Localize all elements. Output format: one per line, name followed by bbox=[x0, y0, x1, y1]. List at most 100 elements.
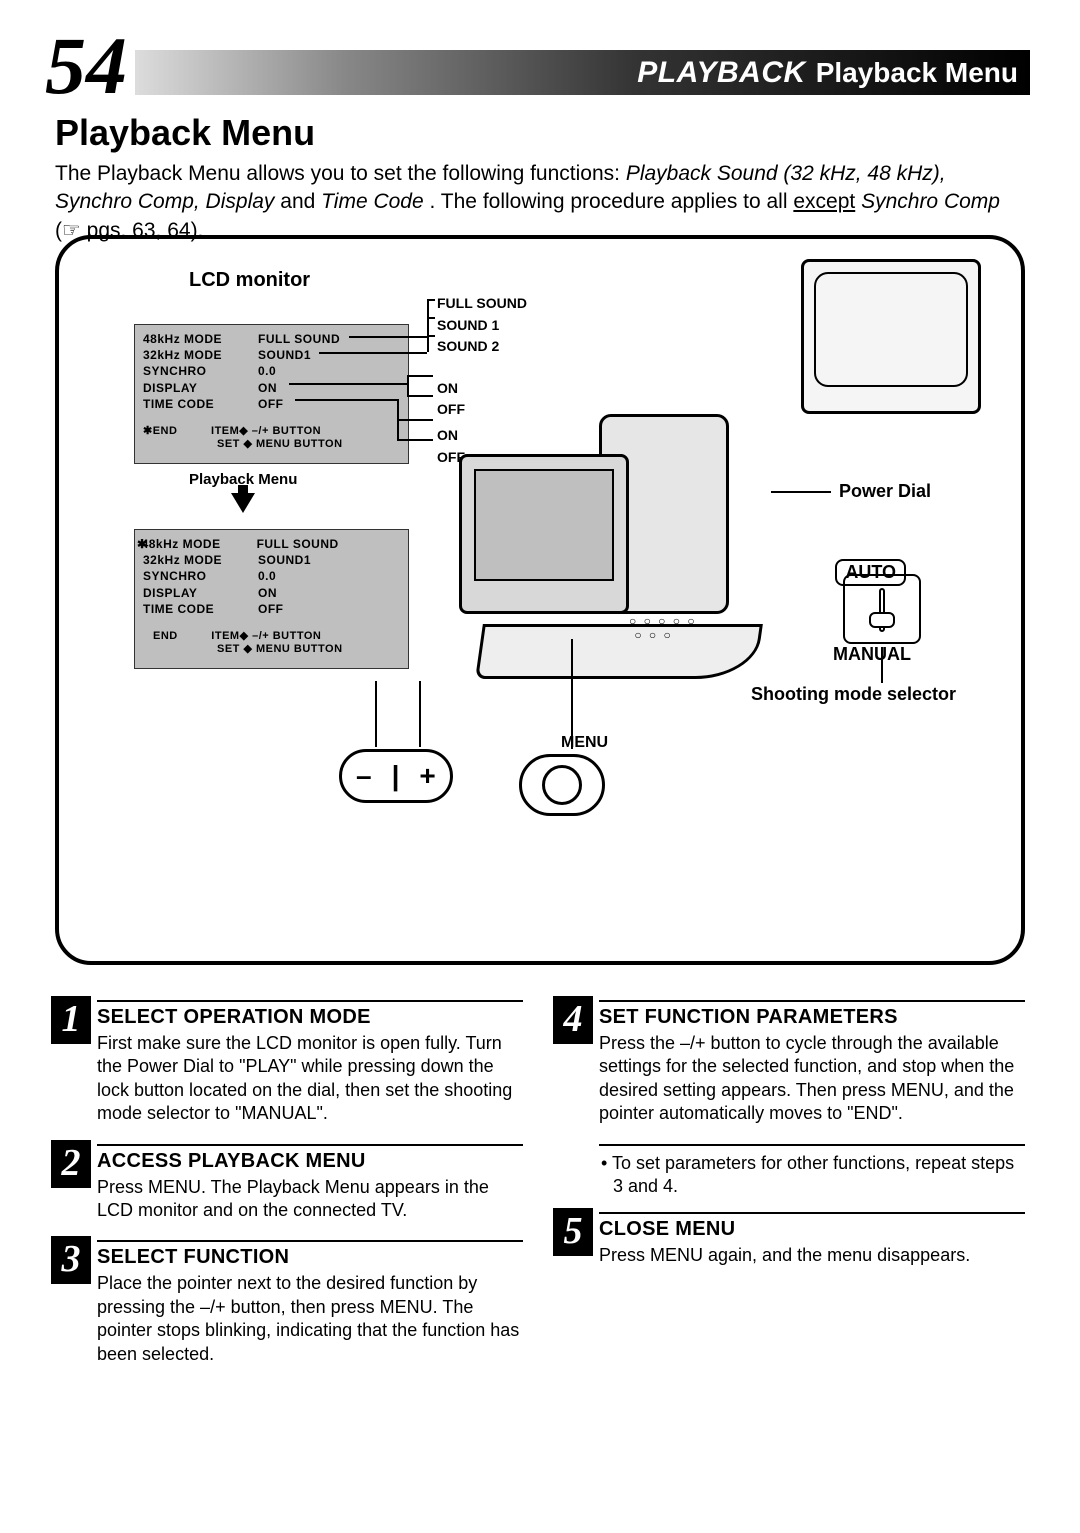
intro-paragraph: The Playback Menu allows you to set the … bbox=[55, 160, 1025, 245]
lcd-key: DISPLAY bbox=[143, 380, 258, 396]
opt-sound2: SOUND 2 bbox=[437, 337, 527, 357]
lcd-key: 32kHz MODE bbox=[143, 552, 258, 568]
lcd-key: SYNCHRO bbox=[143, 363, 258, 379]
lcd-val: SOUND1 bbox=[258, 552, 311, 568]
header-section: PLAYBACK bbox=[637, 56, 805, 90]
step-title: SET FUNCTION PARAMETERS bbox=[599, 1006, 1025, 1029]
camera-lcd bbox=[459, 454, 629, 614]
step-title: SELECT OPERATION MODE bbox=[97, 1006, 523, 1029]
step-title: ACCESS PLAYBACK MENU bbox=[97, 1150, 523, 1173]
camera-illustration: ○ ○ ○ ○ ○ ○ ○ ○ bbox=[449, 414, 769, 694]
connector-line bbox=[407, 375, 409, 397]
lcd-key: TIME CODE bbox=[143, 601, 258, 617]
intro-text: The Playback Menu allows you to set the … bbox=[55, 162, 626, 185]
lcd-key: 48kHz MODE bbox=[142, 536, 257, 552]
minus-plus-button-group: – | + bbox=[339, 749, 453, 803]
step-rule bbox=[97, 1000, 523, 1002]
lcd-menu-box-1: 48kHz MODEFULL SOUND 32kHz MODESOUND1 SY… bbox=[134, 324, 409, 464]
lcd-val: 0.0 bbox=[258, 568, 276, 584]
opt-on: ON bbox=[437, 379, 527, 399]
steps-left-column: 1 SELECT OPERATION MODE First make sure … bbox=[55, 1000, 523, 1384]
menu-button-frame bbox=[519, 754, 605, 816]
step-body: Press MENU again, and the menu disappear… bbox=[599, 1244, 1025, 1267]
lcd-footer-1: ITEM◆ –/+ BUTTON bbox=[211, 630, 321, 642]
page-number: 54 bbox=[45, 25, 135, 107]
lcd-key: 48kHz MODE bbox=[143, 331, 258, 347]
intro-underline: except bbox=[793, 190, 855, 213]
page-title: Playback Menu bbox=[55, 112, 315, 154]
step-rule bbox=[599, 1212, 1025, 1214]
mode-knob bbox=[869, 612, 895, 628]
steps-section: 1 SELECT OPERATION MODE First make sure … bbox=[55, 1000, 1025, 1384]
connector-line bbox=[571, 639, 573, 749]
step-title: CLOSE MENU bbox=[599, 1218, 1025, 1241]
intro-italic: Synchro Comp bbox=[861, 190, 1000, 213]
divider-icon: | bbox=[392, 760, 400, 792]
opt-sound1: SOUND 1 bbox=[437, 316, 527, 336]
step-number: 1 bbox=[51, 996, 91, 1044]
lcd-val: ON bbox=[258, 380, 277, 396]
step-body: Press the –/+ button to cycle through th… bbox=[599, 1032, 1025, 1126]
connector-line bbox=[295, 399, 397, 401]
connector-line bbox=[397, 439, 433, 441]
lcd-val: FULL SOUND bbox=[258, 331, 340, 347]
step-rule bbox=[599, 1000, 1025, 1002]
tv-screen bbox=[814, 272, 968, 387]
connector-line bbox=[427, 299, 435, 301]
lcd-end: ✱END bbox=[143, 425, 177, 437]
step-1: 1 SELECT OPERATION MODE First make sure … bbox=[55, 1000, 523, 1126]
step-rule bbox=[97, 1240, 523, 1242]
manual-label: MANUAL bbox=[833, 644, 911, 665]
step-bullet-note: • To set parameters for other functions,… bbox=[599, 1144, 1025, 1199]
minus-icon: – bbox=[356, 760, 372, 792]
plus-icon: + bbox=[419, 760, 435, 792]
camera-lcd-inner bbox=[474, 469, 614, 581]
connector-line bbox=[375, 681, 377, 747]
connector-line bbox=[319, 352, 427, 354]
intro-italic: Time Code bbox=[321, 190, 424, 213]
lcd-val: 0.0 bbox=[258, 363, 276, 379]
lcd-end: END bbox=[153, 630, 178, 642]
menu-button-box bbox=[519, 754, 605, 816]
minus-plus-box: – | + bbox=[339, 749, 453, 803]
lcd-val: OFF bbox=[258, 396, 284, 412]
step-5: 5 CLOSE MENU Press MENU again, and the m… bbox=[557, 1212, 1025, 1267]
power-dial-label: Power Dial bbox=[839, 481, 931, 502]
lcd-monitor-label: LCD monitor bbox=[189, 269, 310, 292]
step-title: SELECT FUNCTION bbox=[97, 1246, 523, 1269]
camera-base bbox=[475, 624, 763, 679]
opt-full-sound: FULL SOUND bbox=[437, 294, 527, 314]
lcd-key: DISPLAY bbox=[143, 585, 258, 601]
step-number: 5 bbox=[553, 1208, 593, 1256]
step-body: First make sure the LCD monitor is open … bbox=[97, 1032, 523, 1126]
menu-label: MENU bbox=[561, 734, 608, 752]
connector-line bbox=[289, 383, 407, 385]
step-number: 3 bbox=[51, 1236, 91, 1284]
tv-icon bbox=[801, 259, 981, 414]
lcd-key: TIME CODE bbox=[143, 396, 258, 412]
lcd-key: 32kHz MODE bbox=[143, 347, 258, 363]
connector-line bbox=[427, 299, 429, 352]
step-4: 4 SET FUNCTION PARAMETERS Press the –/+ … bbox=[557, 1000, 1025, 1126]
step-number: 2 bbox=[51, 1140, 91, 1188]
mode-selector-icon bbox=[843, 574, 921, 644]
lcd-key: SYNCHRO bbox=[143, 568, 258, 584]
step-rule bbox=[97, 1144, 523, 1146]
lcd-val: OFF bbox=[258, 601, 284, 617]
connector-line bbox=[427, 335, 435, 337]
diagram-box: LCD monitor 48kHz MODEFULL SOUND 32kHz M… bbox=[55, 235, 1025, 965]
step-3: 3 SELECT FUNCTION Place the pointer next… bbox=[55, 1240, 523, 1366]
menu-button-icon bbox=[542, 765, 582, 805]
step-2: 2 ACCESS PLAYBACK MENU Press MENU. The P… bbox=[55, 1144, 523, 1223]
lcd-val: ON bbox=[258, 585, 277, 601]
lcd-footer-2: SET ◆ MENU BUTTON bbox=[217, 643, 343, 655]
header-band: PLAYBACK Playback Menu bbox=[50, 50, 1030, 95]
shooting-selector-label: Shooting mode selector bbox=[751, 684, 956, 705]
step-number: 4 bbox=[553, 996, 593, 1044]
lcd-footer-2: SET ◆ MENU BUTTON bbox=[217, 438, 343, 450]
arrow-down-icon bbox=[231, 493, 255, 513]
steps-right-column: 4 SET FUNCTION PARAMETERS Press the –/+ … bbox=[557, 1000, 1025, 1384]
intro-text: . The following procedure applies to all bbox=[430, 190, 794, 213]
lcd-val: SOUND1 bbox=[258, 347, 311, 363]
connector-line bbox=[397, 419, 433, 421]
